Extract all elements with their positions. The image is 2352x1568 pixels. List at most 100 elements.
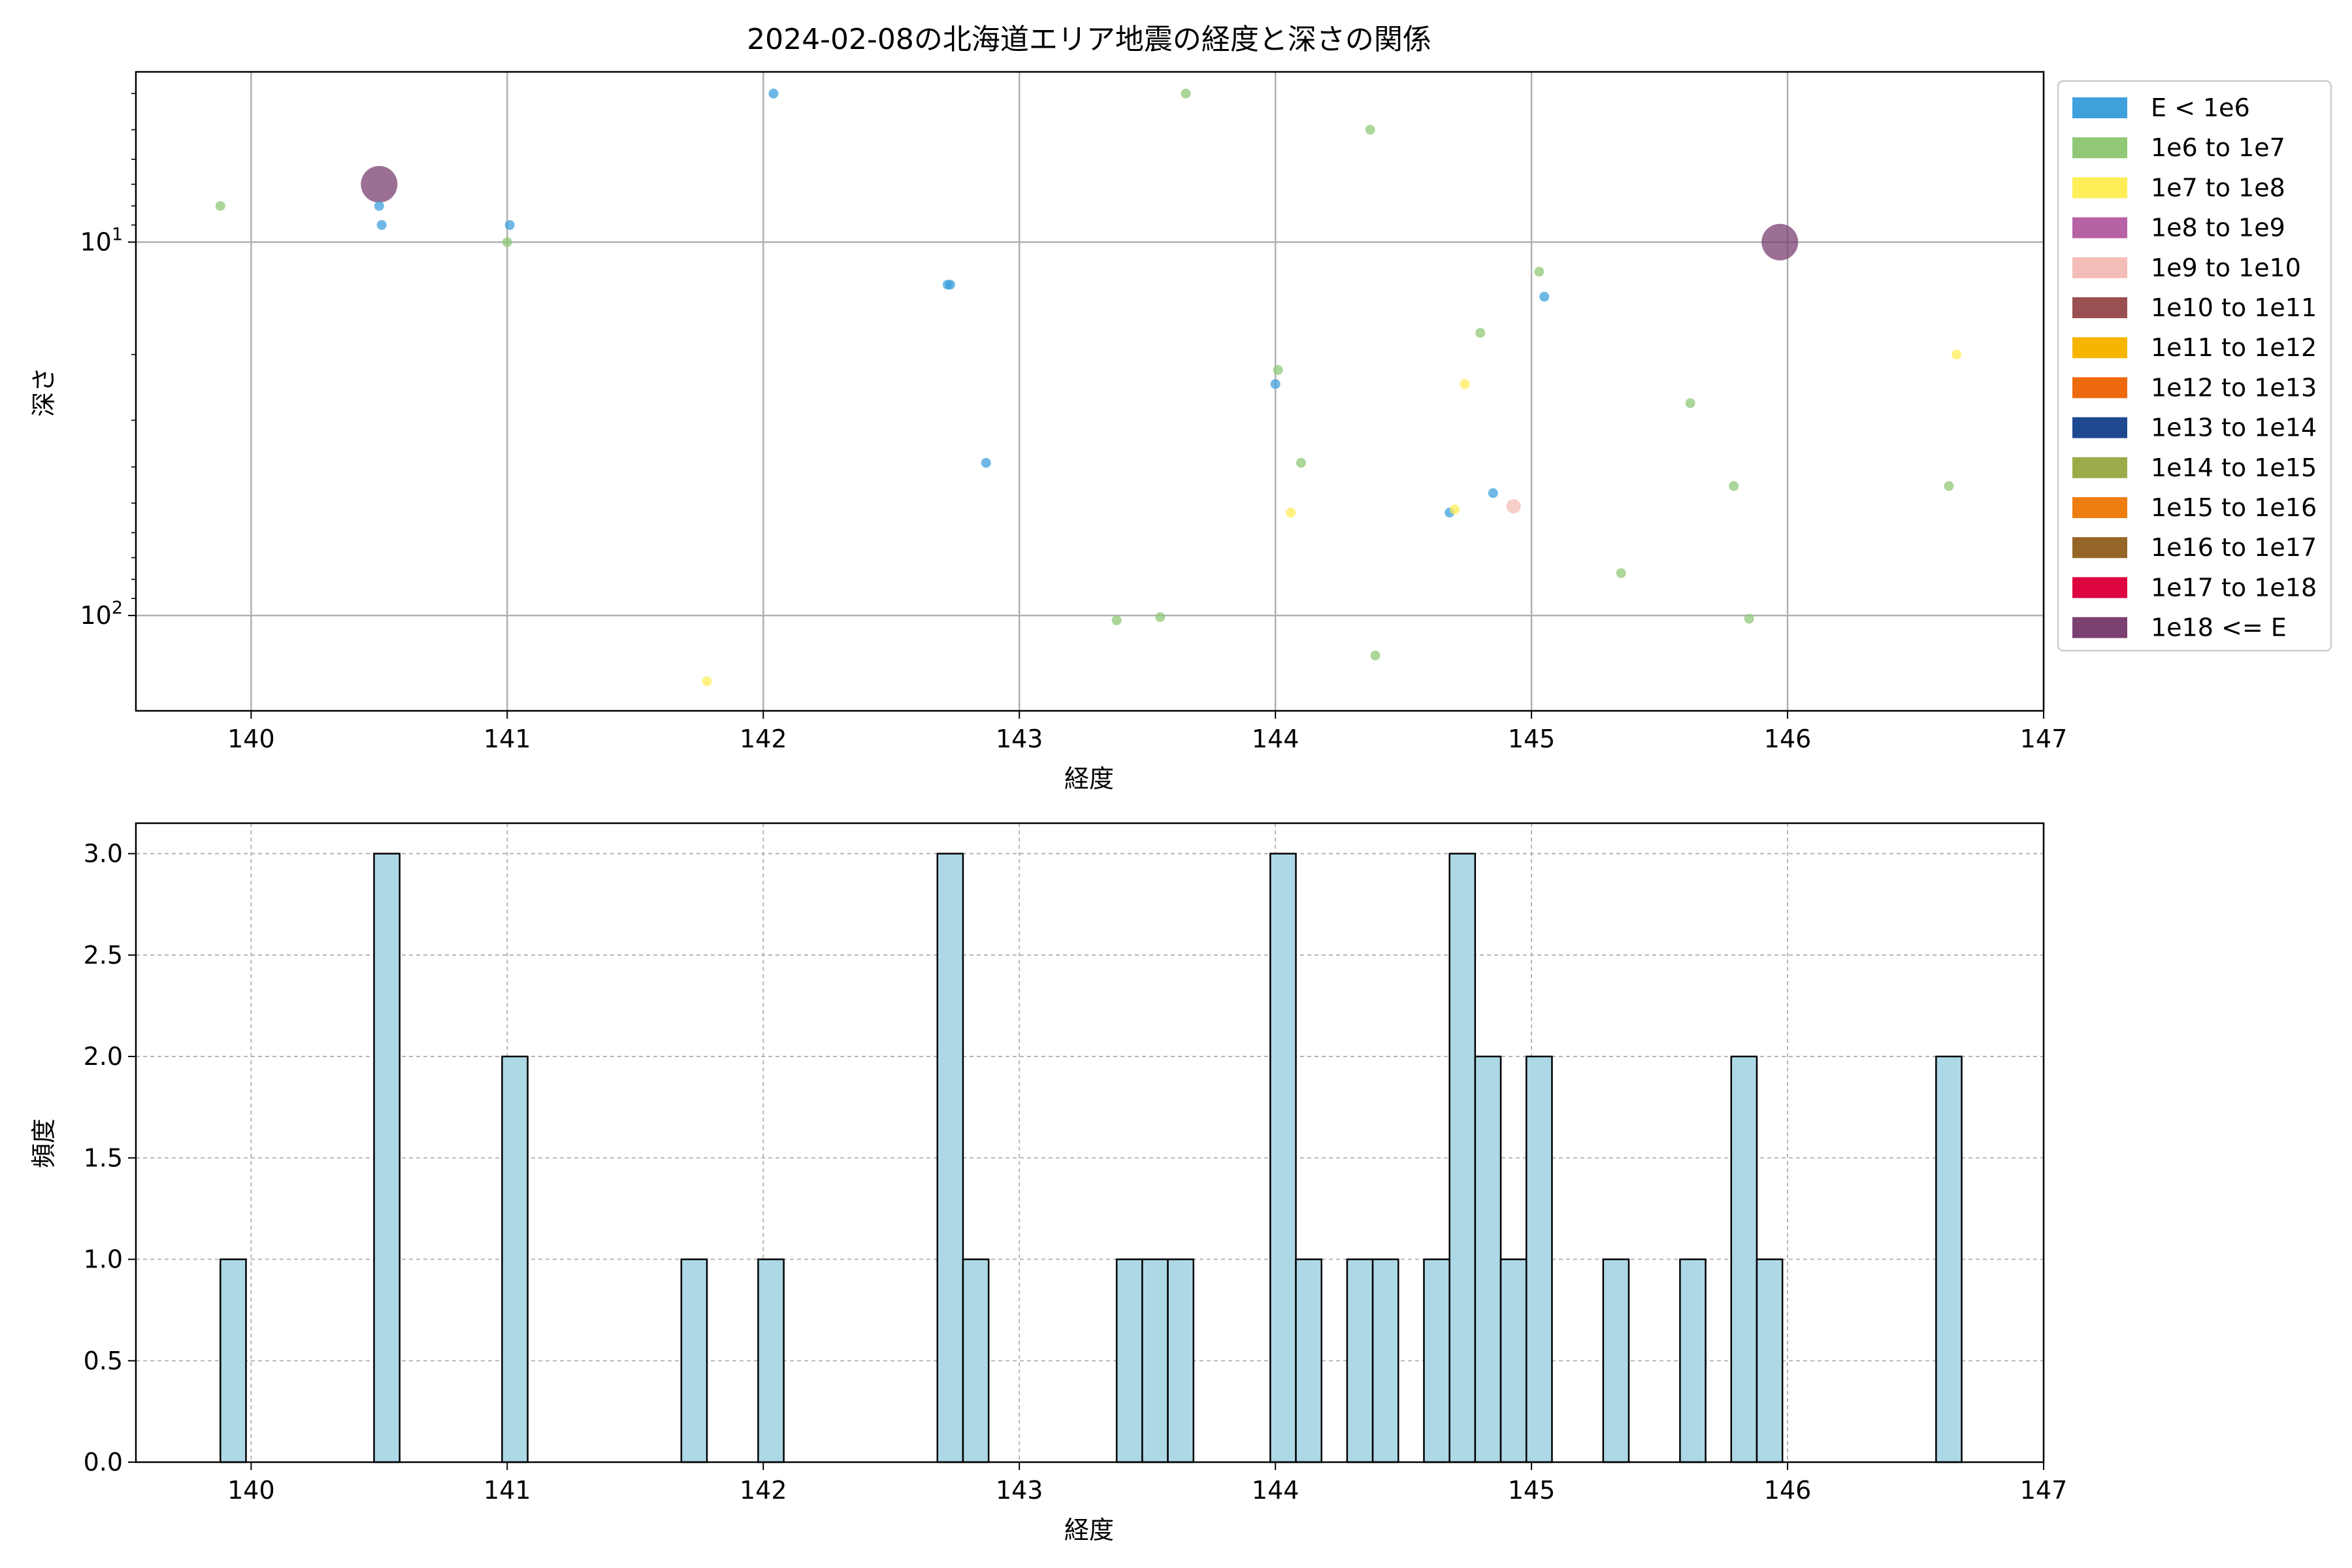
chart-title: 2024-02-08の北海道エリア地震の経度と深さの関係 [747,23,1431,56]
legend-items: E < 1e6 1e6 to 1e7 1e7 to 1e8 1e8 to 1e9 1e9… [2072,93,2317,642]
histogram-x-tick-label: 142 [740,1476,787,1505]
scatter-point [1273,365,1283,375]
histogram-bar [962,1258,990,1463]
legend-label: 1e10 to 1e11 [2151,293,2317,322]
scatter-point [1761,223,1799,261]
legend-swatch [2072,417,2127,438]
legend-swatch [2072,137,2127,159]
histogram-bar [1295,1258,1322,1463]
scatter-point [374,201,384,211]
legend-label: 1e8 to 1e9 [2151,214,2285,242]
histogram-bar [1499,1258,1527,1463]
legend-label: 1e9 to 1e10 [2151,253,2301,282]
legend-swatch [2072,97,2127,118]
scatter-point [1534,267,1544,277]
scatter-point [1488,488,1498,498]
legend-label: 1e11 to 1e12 [2151,333,2317,362]
scatter-y-tick-label: 102 [80,598,123,630]
histogram-bar [680,1258,708,1463]
histogram-bar [1167,1258,1194,1463]
scatter-point [1450,504,1460,515]
legend-swatch [2072,617,2127,638]
legend: E < 1e6 1e6 to 1e7 1e7 to 1e8 1e8 to 1e9 1e9… [2057,80,2332,652]
scatter-point [502,237,512,248]
histogram-bar [501,1055,529,1463]
histogram-bar [1474,1055,1502,1463]
legend-swatch [2072,377,2127,399]
scatter-point [504,220,515,230]
scatter-point [1475,327,1486,338]
histogram-y-tick-label: 1.5 [84,1143,123,1172]
legend-swatch [2072,217,2127,238]
scatter-point [376,220,387,230]
scatter-x-tick-label: 142 [740,725,787,753]
histogram-bar [757,1258,785,1463]
scatter-point [945,280,955,290]
legend-label: 1e16 to 1e17 [2151,533,2317,562]
scatter-chart: 2024-02-08の北海道エリア地震の経度と深さの関係 140 141 142 14… [29,23,2067,793]
legend-label: 1e7 to 1e8 [2151,173,2285,202]
histogram-bar [373,853,400,1463]
scatter-point [1365,125,1375,135]
legend-label: 1e14 to 1e15 [2151,453,2317,482]
histogram-x-tick-label: 146 [1764,1476,1812,1505]
histogram-bar [1423,1258,1450,1463]
scatter-point [361,166,398,203]
histogram-bar [220,1258,247,1463]
scatter-point [1506,498,1521,514]
histogram-bar [1935,1055,1963,1463]
scatter-plot-frame [135,71,2045,712]
legend-swatch [2072,177,2127,199]
scatter-point [1944,481,1954,491]
legend-swatch [2072,537,2127,559]
legend-label: 1e18 <= E [2151,613,2287,642]
histogram-x-tick-label: 141 [483,1476,531,1505]
histogram-y-tick-label: 2.0 [84,1042,123,1071]
scatter-x-ticks: 140 141 142 143 144 145 146 147 [227,711,2067,753]
scatter-point [1539,291,1550,302]
histogram-y-tick-label: 3.0 [84,840,123,868]
scatter-x-tick-label: 145 [1508,725,1556,753]
legend-label: E < 1e6 [2151,93,2250,122]
histogram-y-tick-label: 0.0 [84,1448,123,1477]
histogram-bar [1115,1258,1143,1463]
histogram-y-tick-label: 0.5 [84,1347,123,1375]
scatter-point [981,457,991,468]
scatter-point [1181,88,1191,99]
histogram-bar [1371,1258,1399,1463]
histogram-bar [936,853,964,1463]
scatter-x-tick-label: 141 [483,725,531,753]
histogram-x-tick-label: 147 [2020,1476,2068,1505]
scatter-x-tick-label: 144 [1252,725,1299,753]
histogram-y-ticks: 0.0 0.5 1.0 1.5 2.0 2.5 3.0 [84,840,136,1477]
histogram-y-tick-label: 2.5 [84,941,123,970]
histogram-bars [220,853,1963,1463]
scatter-x-tick-label: 147 [2020,725,2068,753]
histogram-x-axis-label: 経度 [1064,1516,1114,1544]
histogram-bar [1526,1055,1553,1463]
scatter-point [1286,508,1296,518]
legend-label: 1e6 to 1e7 [2151,133,2285,162]
histogram-x-tick-label: 140 [227,1476,275,1505]
histogram-bar [1448,853,1477,1463]
legend-label: 1e15 to 1e16 [2151,493,2317,522]
histogram-bar [1756,1258,1784,1463]
scatter-x-tick-label: 146 [1764,725,1812,753]
histogram-chart: 140 141 142 143 144 145 146 147 0.0 0.5 1.0 1.5 2.0… [29,822,2068,1544]
scatter-point [1370,650,1380,661]
scatter-point [1744,613,1754,624]
scatter-point [1685,398,1695,408]
scatter-grid [136,72,2045,711]
scatter-point [1296,457,1306,468]
scatter-point [1111,615,1122,625]
histogram-bar [1602,1258,1630,1463]
histogram-x-tick-label: 145 [1508,1476,1556,1505]
scatter-point [1460,379,1470,389]
histogram-bar [1679,1258,1707,1463]
legend-swatch [2072,297,2127,318]
scatter-x-axis-label: 経度 [1064,764,1114,793]
legend-box [2057,80,2332,652]
histogram-bar [1141,1258,1169,1463]
histogram-bar [1730,1055,1758,1463]
